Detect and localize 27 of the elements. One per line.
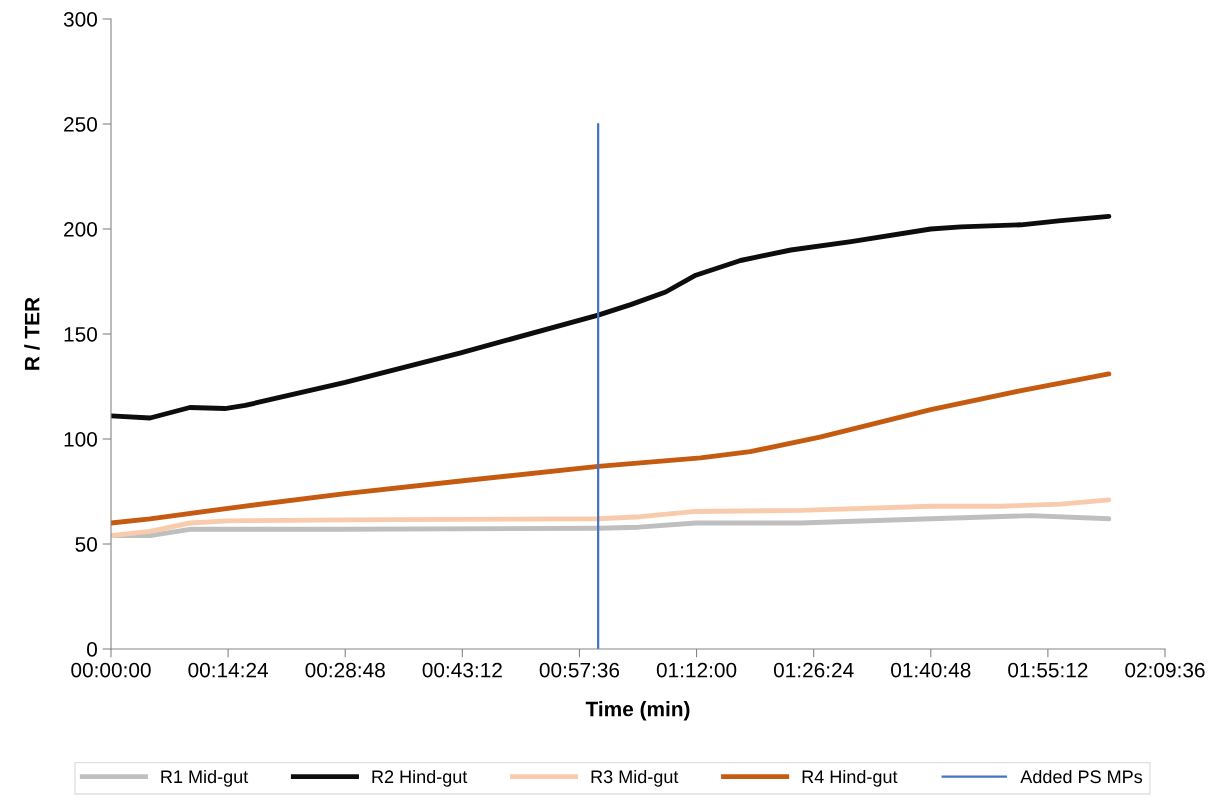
line-series <box>111 371 1112 526</box>
y-tick-label: 150 <box>64 327 97 342</box>
line-series <box>111 213 1112 421</box>
x-tick-label: 00:57:36 <box>539 662 620 678</box>
y-tick-label: 100 <box>64 432 97 447</box>
legend-label: R2 Hind-gut <box>372 769 468 787</box>
y-tick-label: 250 <box>64 117 97 132</box>
legend-label: Added PS MPs <box>1020 769 1143 784</box>
x-tick-label: 00:14:24 <box>188 662 269 678</box>
y-tick-label: 50 <box>75 537 97 552</box>
x-tick-label: 02:09:36 <box>1125 662 1205 678</box>
x-tick-label: 01:55:12 <box>1008 662 1088 678</box>
legend-label: R1 Mid-gut <box>161 769 249 787</box>
x-tick-label: 00:00:00 <box>71 662 151 678</box>
line-series <box>111 497 1112 539</box>
x-tick-label: 00:28:48 <box>305 662 385 678</box>
y-tick-label: 200 <box>64 222 97 237</box>
x-tick-label: 00:43:12 <box>422 662 502 678</box>
legend-label: R3 Mid-gut <box>591 769 679 787</box>
y-tick-label: 0 <box>87 642 97 657</box>
legend-label: R4 Hind-gut <box>802 769 898 787</box>
y-tick-label: 300 <box>63 12 97 27</box>
x-tick-label: 01:12:00 <box>656 662 737 678</box>
x-tick-label: 01:26:24 <box>773 662 854 678</box>
x-tick-label: 01:40:48 <box>891 662 971 678</box>
x-axis-title: Time (min) <box>585 701 690 721</box>
y-axis-title: R / TER <box>24 297 40 370</box>
